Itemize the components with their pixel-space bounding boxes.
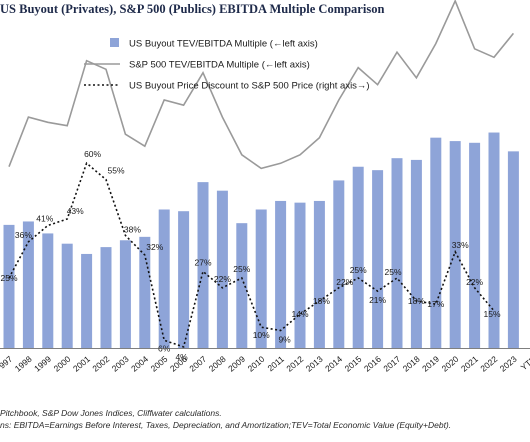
chart-title: US Buyout (Privates), S&P 500 (Publics) …	[0, 2, 385, 16]
source-note: Pitchbook, S&P Dow Jones Indices, Cliffw…	[0, 408, 222, 418]
x-tick-2016: 2016	[362, 354, 383, 374]
data-label-2020: 33%	[452, 240, 469, 250]
bar-2000	[61, 243, 73, 348]
x-tick-2023: 2023	[498, 354, 519, 374]
data-label-2007: 27%	[194, 257, 211, 267]
x-tick-997: 997	[0, 354, 14, 371]
x-tick-2009: 2009	[226, 354, 247, 374]
bar-2008	[216, 190, 228, 348]
bar-1998	[22, 221, 34, 348]
data-label-2002: 55%	[107, 166, 124, 176]
bar-2004	[139, 236, 151, 348]
x-tick-2000: 2000	[52, 354, 73, 374]
x-tick-2019: 2019	[420, 354, 441, 374]
x-tick-2014: 2014	[323, 354, 344, 374]
data-label-2009: 25%	[233, 264, 250, 274]
x-tick-2021: 2021	[459, 354, 480, 374]
bar-2007	[197, 182, 209, 348]
bar-2017	[391, 158, 403, 348]
x-tick-2015: 2015	[343, 354, 364, 374]
data-labels: 25%36%41%43%60%55%38%32%6%4%27%22%25%10%…	[0, 149, 500, 362]
x-tick-2022: 2022	[478, 354, 499, 374]
data-label-2008: 22%	[214, 274, 231, 284]
x-tick-2005: 2005	[149, 354, 170, 374]
bar-2010	[255, 209, 267, 348]
bar-2023	[507, 151, 519, 348]
bar-2002	[100, 247, 112, 348]
x-tick-2008: 2008	[207, 354, 228, 374]
bar-2021	[469, 142, 481, 348]
x-tick-2013: 2013	[304, 354, 325, 374]
data-label-2006: 4%	[175, 352, 188, 362]
bar-2015	[352, 166, 364, 348]
x-tick-2017: 2017	[381, 354, 402, 374]
legend-label-1: S&P 500 TEV/EBITDA Multiple (←left axis)	[129, 60, 310, 71]
legend: US Buyout TEV/EBITDA Multiple (←left axi…	[84, 38, 370, 92]
data-label-2019: 17%	[427, 299, 444, 309]
x-tick-2018: 2018	[401, 354, 422, 374]
x-tick-2020: 2020	[440, 354, 461, 374]
bar-2019	[430, 137, 442, 348]
legend-label-0: US Buyout TEV/EBITDA Multiple (←left axi…	[129, 39, 318, 50]
bar-2020	[449, 141, 461, 348]
data-label-2012: 14%	[291, 309, 308, 319]
data-label-2013: 18%	[313, 296, 330, 306]
data-label-2015: 25%	[350, 265, 367, 275]
bar-2001	[81, 253, 93, 348]
x-tick-2004: 2004	[129, 354, 150, 374]
data-label-2003: 38%	[124, 224, 141, 234]
discount-line	[8, 161, 495, 348]
bar-2013	[313, 200, 325, 348]
bar-2012	[294, 202, 306, 348]
bar-series	[3, 132, 519, 348]
data-label-2010: 10%	[253, 330, 270, 340]
data-label-2004: 32%	[146, 242, 163, 252]
bar-2005	[158, 209, 170, 348]
definitions-note: ns: EBITDA=Earnings Before Interest, Tax…	[0, 420, 452, 430]
bar-997	[3, 224, 15, 348]
x-tick-2003: 2003	[110, 354, 131, 374]
x-tick-1998: 1998	[13, 354, 34, 374]
data-label-1999: 41%	[36, 214, 53, 224]
data-label-2016: 21%	[369, 295, 386, 305]
bar-2006	[178, 211, 190, 348]
data-label-2001: 60%	[84, 149, 101, 159]
data-label-2022: 15%	[483, 309, 500, 319]
data-label-2000: 43%	[67, 206, 84, 216]
data-label-2021: 22%	[466, 277, 483, 287]
x-tick-2002: 2002	[90, 354, 111, 374]
data-label-2017: 25%	[384, 267, 401, 277]
data-label-997: 25%	[0, 273, 17, 283]
bar-1999	[42, 233, 54, 348]
bar-2022	[488, 132, 500, 348]
bar-2009	[236, 223, 248, 348]
data-label-2011: 9%	[278, 334, 291, 344]
data-label-2014: 22%	[336, 277, 353, 287]
x-tick-2001: 2001	[71, 354, 92, 374]
bar-2016	[372, 170, 384, 348]
x-tick-YTD: YTD	[519, 354, 530, 373]
x-axis: 9971998199920002001200220032004200520062…	[0, 348, 530, 374]
bar-2018	[410, 159, 422, 348]
x-tick-2012: 2012	[284, 354, 305, 374]
x-tick-1999: 1999	[32, 354, 53, 374]
x-tick-2011: 2011	[265, 354, 286, 374]
data-label-2018: 18%	[408, 296, 425, 306]
legend-label-2: US Buyout Price Discount to S&P 500 Pric…	[129, 81, 370, 92]
x-tick-2010: 2010	[246, 354, 267, 374]
bar-2011	[275, 200, 287, 348]
x-tick-2007: 2007	[187, 354, 208, 374]
bar-2003	[119, 240, 131, 348]
bar-2014	[333, 180, 345, 348]
legend-swatch-buyout	[110, 38, 119, 47]
data-label-1998: 36%	[15, 230, 32, 240]
